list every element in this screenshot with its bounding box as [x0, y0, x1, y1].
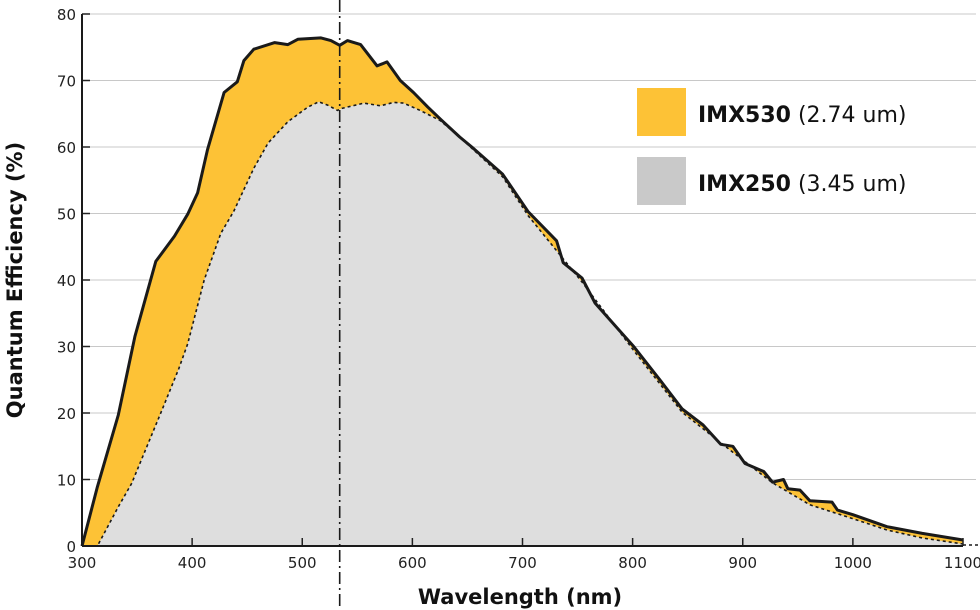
y-tick-label: 0: [66, 538, 76, 556]
x-tick-label: 1100: [944, 554, 980, 572]
area-imx250: [82, 101, 963, 547]
y-tick-label: 70: [57, 73, 76, 91]
x-tick-label: 800: [618, 554, 647, 572]
legend-swatch-imx530: [637, 88, 686, 136]
x-tick-label: 900: [728, 554, 757, 572]
legend-label-imx250: IMX250 (3.45 um): [698, 172, 907, 197]
y-tick-label: 40: [57, 272, 76, 290]
legend-label-imx530: IMX530 (2.74 um): [698, 103, 907, 128]
y-tick-label: 80: [57, 6, 76, 24]
x-tick-label: 700: [508, 554, 537, 572]
y-tick-label: 10: [57, 472, 76, 490]
line-imx250: [82, 101, 964, 547]
y-tick-label: 50: [57, 206, 76, 224]
tick-labels: 0 10 20 30 40 50 60 70 80 300 400 500 600 700 800 900 10…: [57, 6, 980, 572]
y-tick-label: 30: [57, 339, 76, 357]
x-tick-label: 600: [398, 554, 427, 572]
legend-swatch-imx250: [637, 157, 686, 205]
series-areas: [80, 36, 978, 547]
x-tick-label: 300: [68, 554, 97, 572]
x-tick-label: 1000: [834, 554, 872, 572]
y-tick-label: 20: [57, 405, 76, 423]
y-tick-label: 60: [57, 139, 76, 157]
axes: [81, 0, 964, 610]
y-axis-label: Quantum Efficiency (%): [3, 142, 27, 418]
x-tick-label: 400: [178, 554, 207, 572]
x-tick-label: 500: [288, 554, 317, 572]
line-imx530: [80, 36, 964, 547]
legend: IMX530 (2.74 um) IMX250 (3.45 um): [637, 88, 907, 205]
x-axis-label: Wavelength (nm): [418, 585, 622, 609]
